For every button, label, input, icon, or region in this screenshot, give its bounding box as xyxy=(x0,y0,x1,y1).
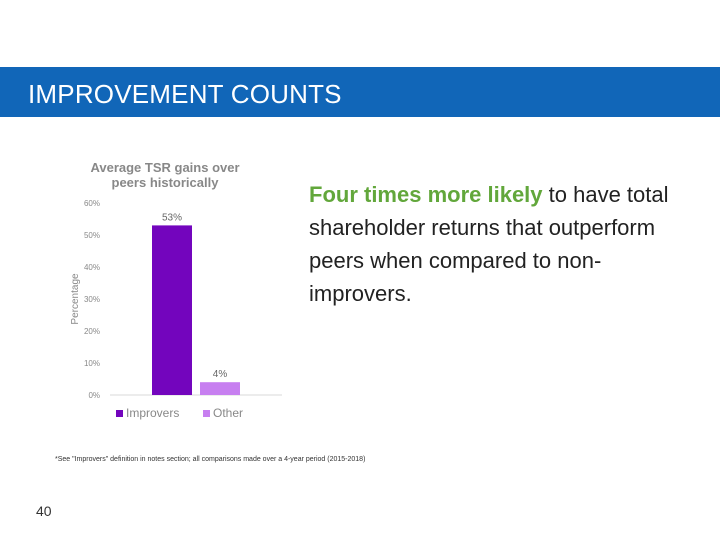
data-label-improvers: 53% xyxy=(162,212,182,223)
slide-title: IMPROVEMENT COUNTS xyxy=(28,79,342,109)
legend-swatch-other xyxy=(203,410,210,417)
legend-swatch-improvers xyxy=(116,410,123,417)
chart-title: Average TSR gains over peers historically xyxy=(90,160,239,190)
y-tick-label: 30% xyxy=(84,295,100,304)
y-tick-label: 50% xyxy=(84,231,100,240)
data-label-other: 4% xyxy=(213,369,228,380)
headline-accent: Four times more likely xyxy=(309,182,543,207)
y-tick-label: 40% xyxy=(84,263,100,272)
bar-improvers xyxy=(152,225,192,395)
header-bar: IMPROVEMENT COUNTS xyxy=(0,67,720,117)
footnote: *See "Improvers" definition in notes sec… xyxy=(55,456,366,463)
y-tick-label: 10% xyxy=(84,359,100,368)
chart-svg: Average TSR gains over peers historically… xyxy=(70,160,282,420)
headline-text: Four times more likely to have total sha… xyxy=(309,178,699,310)
legend-label-improvers: Improvers xyxy=(126,406,179,420)
y-tick-label: 0% xyxy=(88,391,100,400)
y-axis-label: Percentage xyxy=(70,273,81,325)
y-tick-label: 20% xyxy=(84,327,100,336)
y-tick-label: 60% xyxy=(84,199,100,208)
headline-body: to have total shareholder returns that o… xyxy=(309,182,669,306)
tsr-chart: Average TSR gains over peers historically… xyxy=(60,155,300,435)
bar-other xyxy=(200,382,240,395)
page-number: 40 xyxy=(36,503,52,519)
legend-label-other: Other xyxy=(213,406,243,420)
